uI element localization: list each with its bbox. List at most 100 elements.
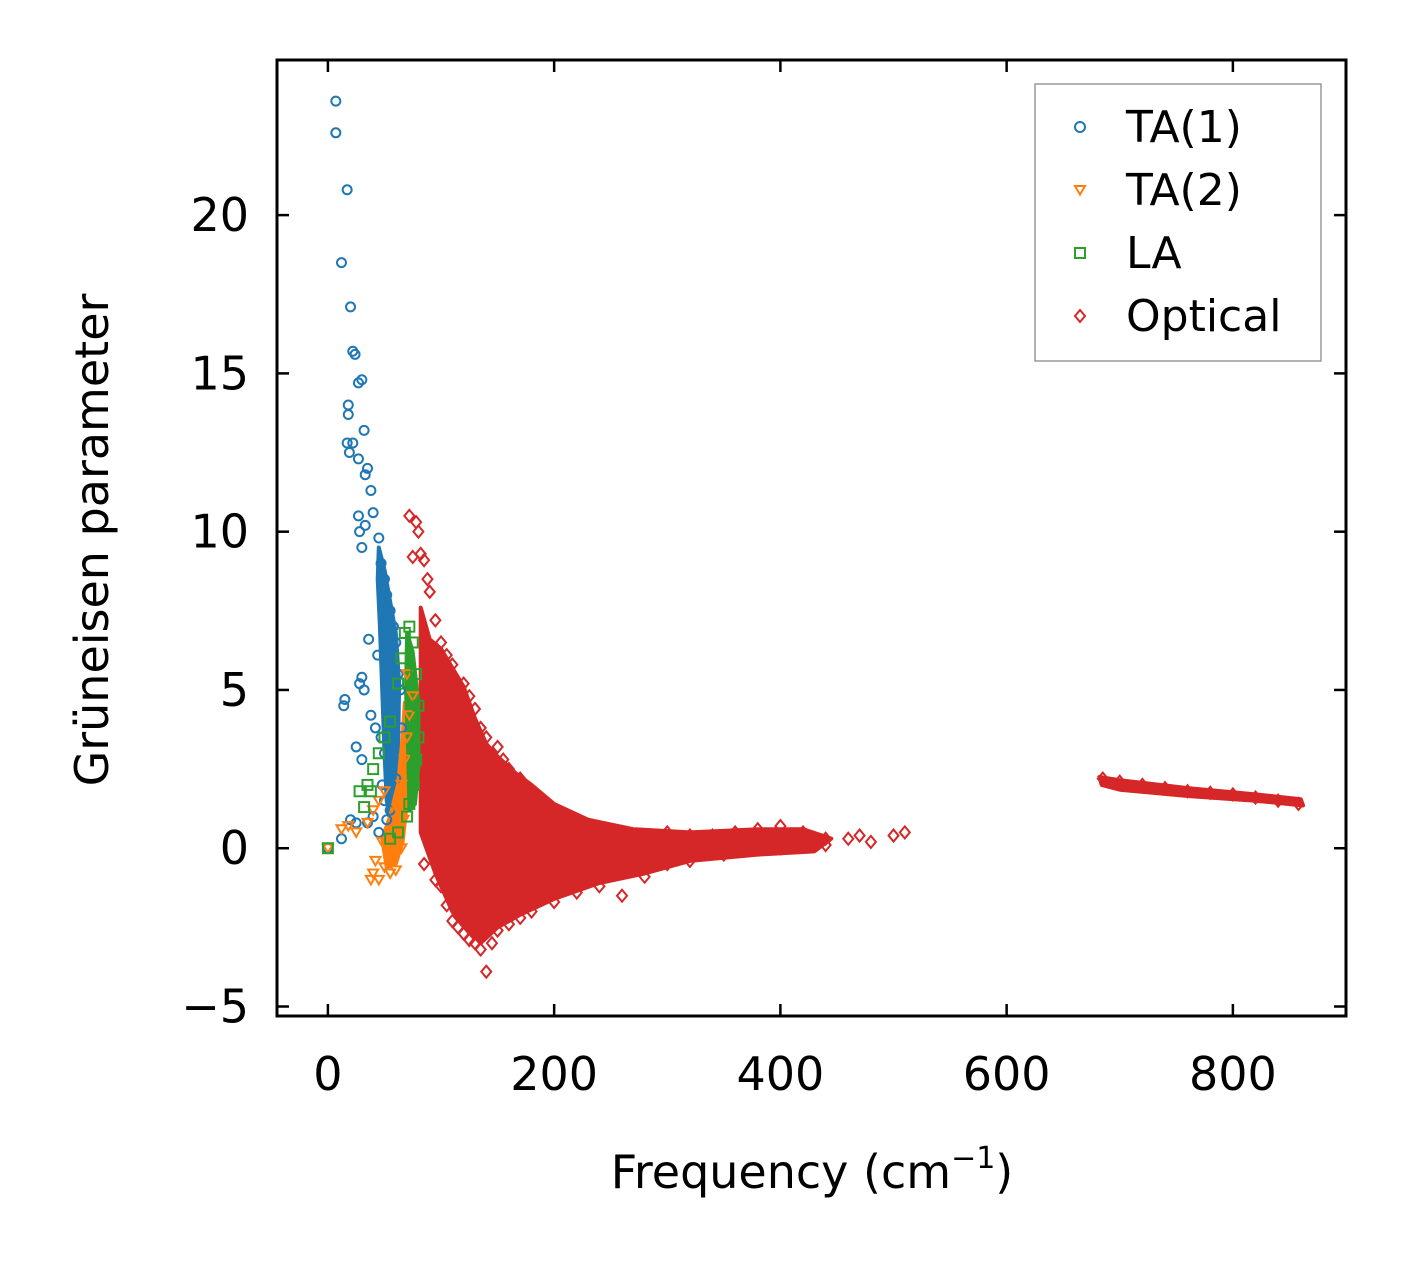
point-optical [1226, 786, 1240, 802]
data-points [321, 95, 1305, 980]
x-tick-label: 400 [736, 1047, 824, 1101]
point-ta2 [398, 754, 412, 767]
point-la [361, 778, 374, 791]
point-optical [513, 910, 527, 926]
point-ta1 [367, 811, 379, 823]
point-optical [660, 856, 674, 872]
point-optical [728, 824, 742, 840]
x-axis-title-prefix: Frequency (cm [611, 1145, 951, 1199]
point-optical [1271, 793, 1285, 809]
x-tick-label: 600 [963, 1047, 1051, 1101]
point-ta2 [400, 732, 414, 744]
point-ta1 [358, 684, 370, 696]
point-optical [570, 884, 584, 901]
point-optical [638, 831, 651, 847]
y-tick-label: 0 [220, 821, 249, 875]
point-ta1 [330, 127, 342, 139]
point-ta1 [359, 519, 371, 531]
point-optical [434, 634, 448, 651]
point-optical [496, 752, 510, 768]
y-axis-title: Grüneisen parameter [65, 293, 119, 786]
point-ta1 [345, 301, 357, 313]
point-ta1 [352, 510, 364, 522]
point-optical [463, 688, 476, 704]
point-optical [417, 552, 431, 568]
legend-label: TA(2) [1125, 165, 1242, 216]
point-ta1 [345, 814, 357, 826]
point-la [403, 797, 416, 810]
point-la [358, 801, 371, 814]
point-la [372, 747, 385, 760]
point-la [412, 731, 425, 744]
point-optical [421, 571, 434, 587]
point-ta2 [405, 691, 420, 703]
point-ta1 [335, 257, 347, 269]
point-optical [683, 853, 697, 869]
point-ta2 [372, 874, 386, 887]
legend-label: LA [1126, 228, 1182, 279]
point-ta1 [378, 573, 390, 585]
point-optical [502, 761, 516, 777]
point-optical [717, 846, 731, 863]
point-optical [440, 897, 453, 913]
point-optical [429, 612, 442, 628]
point-optical [479, 729, 493, 745]
point-optical [864, 834, 878, 850]
point-optical [547, 802, 561, 818]
y-axis-ticks: −5 0 5 10 15 20 [181, 188, 1346, 1034]
point-ta2 [366, 868, 380, 881]
point-ta1 [390, 636, 402, 648]
point-ta2 [394, 779, 409, 792]
point-la [403, 620, 416, 633]
y-tick-label: 20 [190, 188, 249, 242]
point-ta2 [377, 862, 392, 874]
legend-marker-ta2 [1073, 185, 1087, 197]
point-optical [841, 831, 855, 847]
point-ta1 [376, 779, 388, 791]
legend-marker-optical [1073, 308, 1087, 324]
point-ta1 [375, 557, 387, 569]
legend-items: TA(1) TA(2) LA Optical [1073, 102, 1281, 342]
point-optical [593, 878, 606, 894]
point-optical [474, 941, 487, 958]
point-optical [412, 524, 425, 540]
point-optical [1249, 790, 1262, 806]
point-la [364, 785, 377, 798]
point-ta1 [356, 374, 368, 386]
point-la [401, 810, 414, 823]
point-la [353, 785, 366, 798]
point-optical [570, 815, 584, 831]
point-ta1 [339, 693, 351, 705]
plot-frame [275, 58, 1348, 1018]
legend-marker-la [1074, 247, 1086, 259]
point-optical [774, 818, 787, 834]
point-ta2 [334, 824, 349, 836]
point-optical [593, 824, 606, 840]
point-optical [491, 739, 504, 755]
point-optical [434, 878, 448, 894]
point-optical [819, 831, 832, 847]
point-optical [1181, 783, 1194, 799]
point-ta1 [350, 741, 362, 753]
point-ta1 [356, 541, 368, 553]
point-optical [403, 508, 416, 524]
legend-box [1034, 83, 1322, 362]
point-la [384, 832, 397, 845]
point-ta1 [363, 633, 375, 645]
point-ta1 [381, 814, 393, 826]
point-ta1 [343, 447, 355, 459]
point-optical [513, 771, 527, 787]
x-tick-label: 0 [313, 1047, 342, 1101]
point-optical [615, 888, 629, 904]
point-optical [796, 824, 810, 840]
point-optical [1292, 796, 1305, 812]
point-optical [1203, 785, 1217, 801]
point-optical [1136, 777, 1149, 793]
x-tick-label: 200 [510, 1047, 598, 1101]
point-optical [638, 869, 651, 885]
point-ta2 [386, 852, 401, 865]
point-la [392, 826, 405, 839]
point-ta1 [352, 453, 364, 465]
point-ta1 [349, 348, 361, 360]
point-optical [463, 932, 476, 948]
